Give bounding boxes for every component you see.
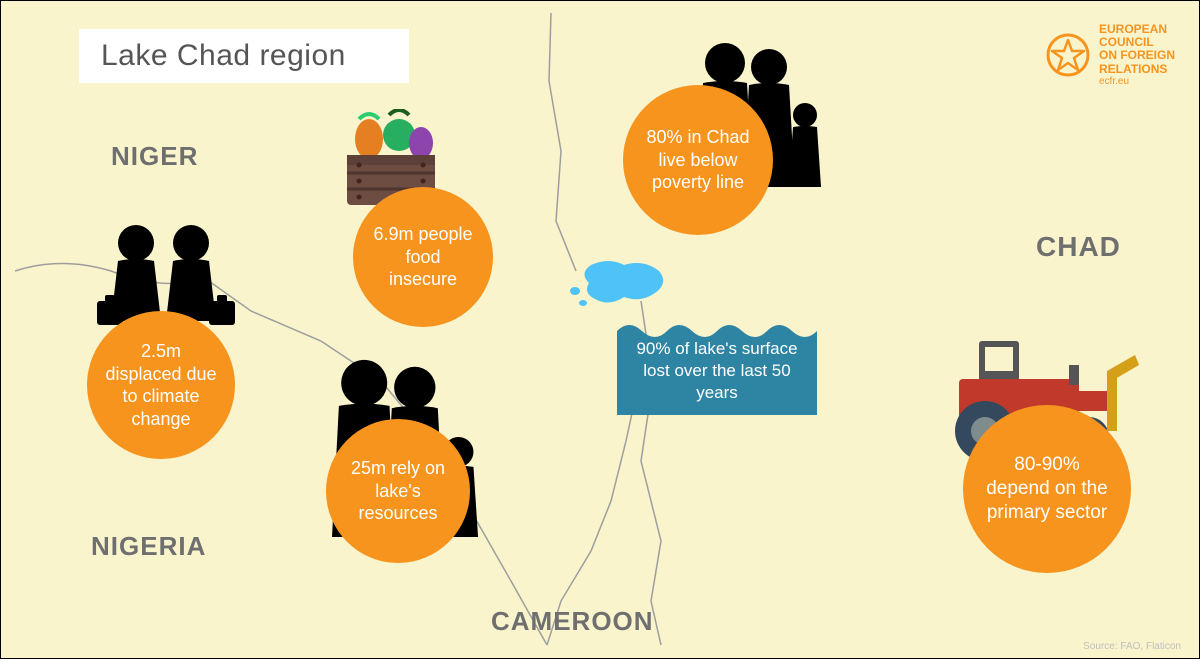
logo-line4: RELATIONS	[1099, 63, 1175, 76]
bubble-poverty-text: 80% in Chad live below poverty line	[641, 126, 754, 194]
country-chad: CHAD	[1036, 231, 1121, 263]
infographic-canvas: Lake Chad region EUROPEAN COUNCIL ON FOR…	[0, 0, 1200, 659]
lake-surface-box: 90% of lake's surface lost over the last…	[617, 327, 817, 415]
bubble-primary-text: 80-90% depend on the primary sector	[982, 453, 1112, 524]
bubble-poverty: 80% in Chad live below poverty line	[623, 85, 773, 235]
country-niger: NIGER	[111, 141, 198, 172]
lake-box-text: 90% of lake's surface lost over the last…	[631, 338, 803, 404]
source-text: Source: FAO, Flaticon	[1083, 641, 1181, 652]
ecfr-star-icon	[1045, 32, 1091, 78]
page-title: Lake Chad region	[79, 29, 409, 83]
bubble-primary: 80-90% depend on the primary sector	[963, 405, 1131, 573]
ecfr-logo: EUROPEAN COUNCIL ON FOREIGN RELATIONS ec…	[1045, 23, 1175, 87]
bubble-displaced: 2.5m displaced due to climate change	[87, 311, 235, 459]
bubble-food: 6.9m people food insecure	[353, 187, 493, 327]
logo-line3: ON FOREIGN	[1099, 49, 1175, 62]
bubble-rely-text: 25m rely on lake's resources	[344, 457, 452, 525]
bubble-displaced-text: 2.5m displaced due to climate change	[105, 340, 217, 430]
title-text: Lake Chad region	[101, 39, 346, 73]
country-cameroon: CAMEROON	[491, 606, 654, 637]
logo-text: EUROPEAN COUNCIL ON FOREIGN RELATIONS ec…	[1099, 23, 1175, 87]
lake-shape-icon	[569, 253, 679, 323]
bubble-rely: 25m rely on lake's resources	[326, 419, 470, 563]
logo-sub: ecfr.eu	[1099, 76, 1175, 87]
country-nigeria: NIGERIA	[91, 531, 206, 562]
bubble-food-text: 6.9m people food insecure	[371, 223, 475, 291]
